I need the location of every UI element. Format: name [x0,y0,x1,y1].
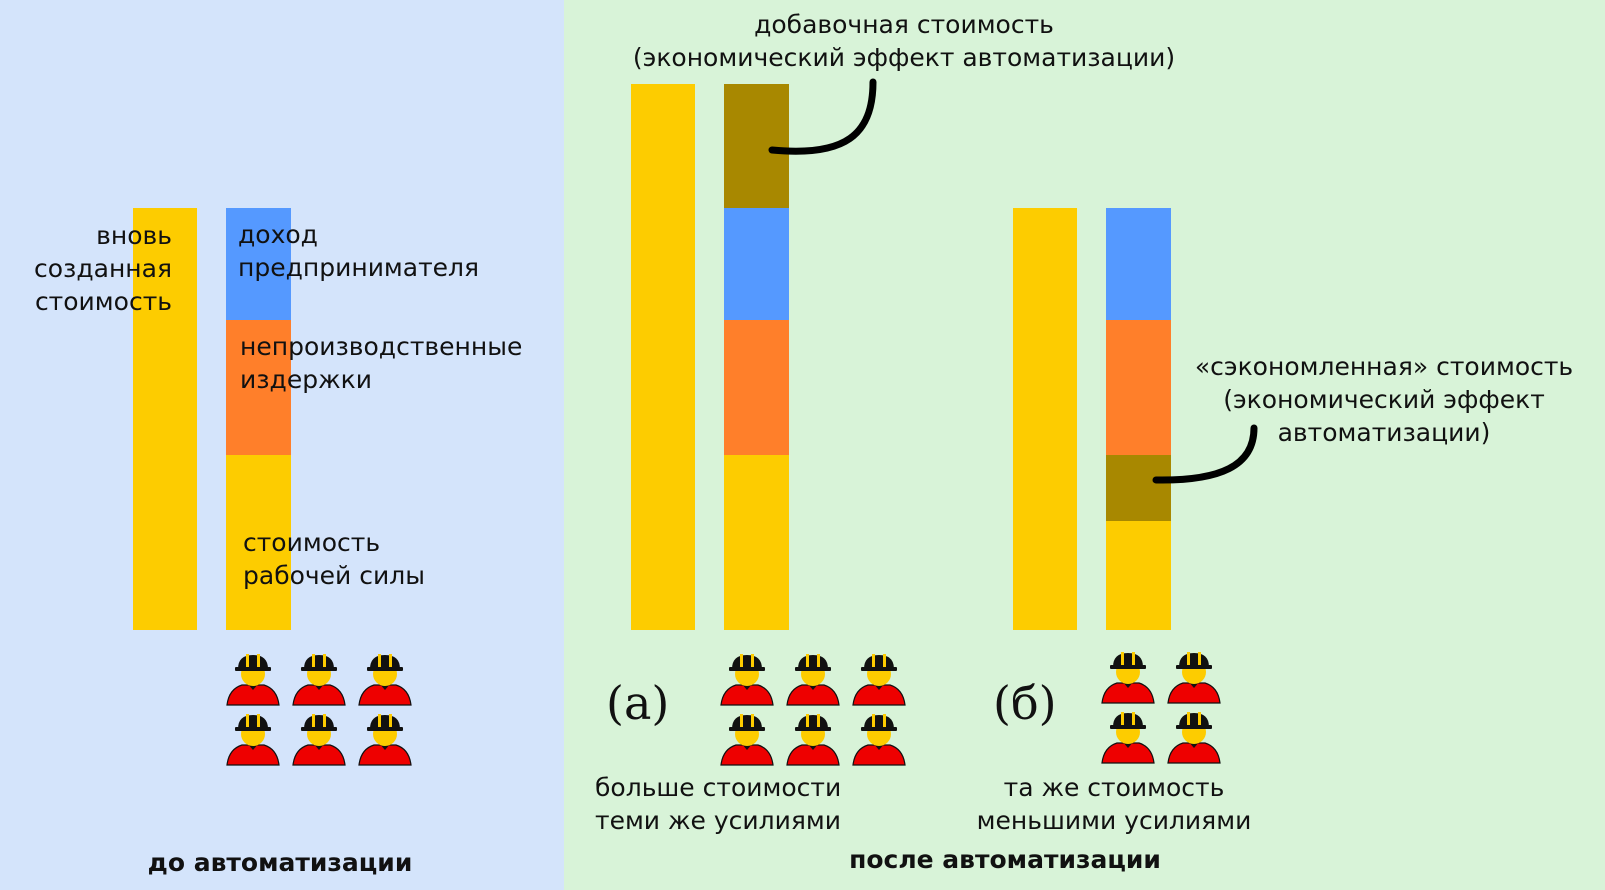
label-labor-cost: стоимость рабочей силы [243,528,425,590]
caption-after: после автоматизации [849,845,1161,874]
label-unproductive-costs: непроизводственные издержки [240,332,523,394]
callout-line-added-value [768,78,877,155]
bar-b-segment-saved-value [1106,455,1171,521]
caption-before: до автоматизации [147,848,413,877]
marker-case-a: (а) [606,676,670,730]
bar-segment-unproductive-costs [226,320,291,455]
bar-a-segment-added-value [724,84,789,208]
bar-b-segment-entrepreneur-income [1106,208,1171,320]
bar-a-segment-labor-cost [724,455,789,630]
bar-new-value [133,208,197,630]
label-saved-value-line3: автоматизации) [1277,418,1491,447]
caption-case-b-line2: меньшими усилиями [976,806,1252,835]
label-added-value-line1: добавочная стоимость [754,10,1054,39]
label-new-value: вновь созданная стоимость [34,221,172,316]
caption-case-b-line1: та же стоимость [1003,773,1225,802]
caption-case-a-line2: теми же усилиями [595,806,842,835]
bar-a-segment-unproductive-costs [724,320,789,455]
caption-case-a-line1: больше стоимости [595,773,842,802]
panel-before-automation: вновь созданная стоимость доход предприн… [0,0,564,890]
panel-after-automation: добавочная стоимость (экономический эффе… [564,0,1605,890]
callout-line-saved-value [1152,424,1258,484]
label-saved-value-line2: (экономический эффект [1223,385,1545,414]
bar-a-new-value [631,84,695,630]
bar-segment-entrepreneur-income [226,208,291,320]
bar-b-segment-labor-cost [1106,521,1171,630]
bar-segment-labor-cost [226,455,291,630]
label-added-value-line2: (экономический эффект автоматизации) [632,43,1176,72]
bar-b-new-value [1013,208,1077,630]
bar-a-segment-entrepreneur-income [724,208,789,320]
label-entrepreneur-income: доход предпринимателя [238,220,480,282]
bar-b-segment-unproductive-costs [1106,320,1171,455]
marker-case-b: (б) [993,676,1057,730]
label-saved-value-line1: «сэкономленная» стоимость [1194,352,1574,381]
